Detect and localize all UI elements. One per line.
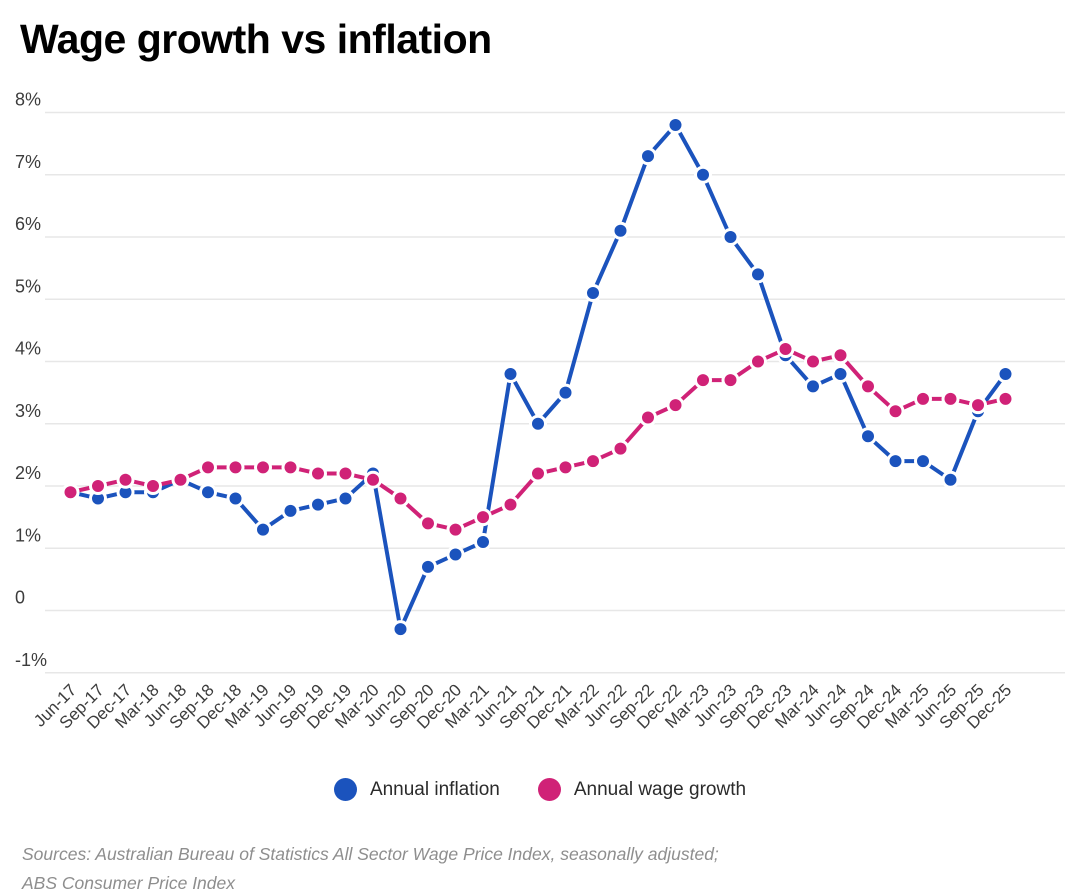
data-point [749,352,767,371]
data-point [776,340,795,359]
data-point [336,489,355,508]
data-point [391,489,410,508]
data-point [144,477,162,495]
data-point [171,470,190,489]
data-point [859,427,877,446]
chart-legend: Annual inflation Annual wage growth [0,778,1080,801]
y-axis-label: 3% [15,401,41,421]
data-point [694,371,712,390]
data-point [529,464,547,483]
data-point [116,470,135,489]
y-axis-label: 7% [15,152,41,172]
data-point [336,464,355,483]
data-point [419,514,437,533]
data-point [474,533,492,552]
data-point [831,364,850,383]
data-point [721,371,740,390]
chart-title: Wage growth vs inflation [20,16,492,62]
data-point [61,483,80,502]
wage-growth-legend-dot-icon [537,778,561,801]
data-point [281,458,300,477]
data-point [281,501,300,520]
line-chart: 8%7%6%5%4%3%2%1%0-1%Jun-17Sep-17Dec-17Ma… [15,90,1065,733]
data-point [914,389,932,408]
data-point [446,520,465,539]
y-axis-label: 2% [15,463,41,483]
data-point [199,458,217,477]
y-axis-label: 8% [15,90,41,110]
data-point [309,495,327,514]
data-point [254,520,272,539]
data-point [419,557,437,576]
data-point [694,165,712,184]
data-point [309,464,327,483]
data-point [226,489,245,508]
data-point [529,414,547,433]
data-point [611,221,630,240]
data-point [556,383,575,402]
data-point [254,458,272,477]
sources-note: Sources: Australian Bureau of Statistics… [22,840,1022,896]
legend-item-inflation: Annual inflation [333,778,500,801]
data-point [886,452,905,471]
data-point [584,452,602,471]
data-point [639,408,657,427]
data-point [831,346,850,365]
legend-label-wage-growth: Annual wage growth [573,778,747,800]
data-point [584,284,602,303]
data-point [611,439,630,458]
data-point [501,364,520,383]
inflation-legend-dot-icon [333,778,357,801]
y-axis-label: 1% [15,525,41,545]
sources-line-2: ABS Consumer Price Index [22,873,236,893]
data-point [446,545,465,564]
data-point [226,458,245,477]
data-point [556,458,575,477]
y-axis-label: 4% [15,339,41,359]
data-point [89,477,107,495]
legend-item-wage-growth: Annual wage growth [537,778,747,801]
data-point [666,396,685,415]
series-line [68,122,1008,632]
data-point [804,352,822,371]
y-axis-label: -1% [15,650,47,670]
data-point [666,115,685,134]
data-point [721,228,740,246]
data-point [749,265,767,284]
data-point [639,147,657,166]
y-axis-label: 0 [15,588,25,608]
data-point [859,377,877,396]
data-point [969,396,987,415]
data-point [199,483,217,502]
data-point [941,470,960,489]
data-point [886,402,905,421]
data-point [364,470,382,489]
data-point [996,389,1015,408]
data-point [501,495,520,514]
data-point [914,452,932,471]
y-axis-label: 6% [15,214,41,234]
legend-label-inflation: Annual inflation [369,778,500,800]
data-point [391,620,410,639]
data-point [941,389,960,408]
y-axis-label: 5% [15,276,41,296]
data-point [996,364,1015,383]
sources-line-1: Sources: Australian Bureau of Statistics… [22,844,719,864]
data-point [474,508,492,527]
data-point [804,377,822,396]
